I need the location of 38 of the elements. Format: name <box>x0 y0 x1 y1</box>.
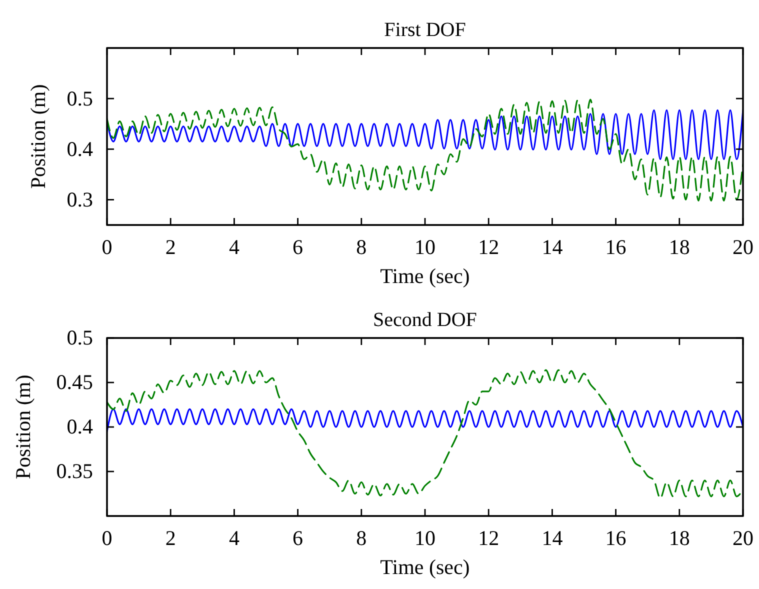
x-tick-label: 10 <box>414 526 436 550</box>
x-tick-label: 6 <box>292 234 304 259</box>
y-axis-title: Position (m) <box>26 84 50 189</box>
y-tick-label: 0.4 <box>66 136 94 161</box>
x-tick-label: 2 <box>165 234 176 259</box>
line-series <box>107 369 743 499</box>
y-tick-label: 0.5 <box>66 86 93 110</box>
x-tick-label: 18 <box>668 234 690 259</box>
y-tick-label: 0.45 <box>56 370 93 394</box>
x-tick-label: 12 <box>478 526 500 550</box>
x-tick-label: 16 <box>605 526 626 550</box>
x-tick-label: 14 <box>542 234 564 259</box>
x-tick-label: 0 <box>102 234 112 259</box>
x-tick-label: 10 <box>414 234 436 259</box>
x-axis-title: Time (sec) <box>380 264 470 288</box>
chart-title: Second DOF <box>373 309 477 331</box>
x-tick-label: 8 <box>356 526 367 550</box>
y-tick-label: 0.35 <box>56 459 93 484</box>
x-tick-label: 12 <box>478 234 500 259</box>
x-tick-label: 18 <box>668 526 690 550</box>
x-tick-label: 20 <box>732 234 754 259</box>
x-tick-label: 8 <box>356 234 367 259</box>
chart-title: First DOF <box>384 19 466 41</box>
line-series <box>107 98 743 202</box>
y-tick-label: 0.4 <box>66 414 94 439</box>
y-tick-label: 0.5 <box>66 326 93 350</box>
x-tick-label: 6 <box>292 526 304 550</box>
y-axis-title: Position (m) <box>11 374 35 480</box>
line-series <box>107 109 743 160</box>
x-tick-label: 14 <box>542 526 564 550</box>
y-tick-label: 0.3 <box>66 187 93 212</box>
x-tick-label: 20 <box>732 526 754 550</box>
x-tick-label: 2 <box>165 526 176 550</box>
x-axis-title: Time (sec) <box>380 555 470 579</box>
x-tick-label: 0 <box>102 526 112 550</box>
x-tick-label: 4 <box>228 526 240 550</box>
x-tick-label: 4 <box>228 234 240 259</box>
x-tick-label: 16 <box>605 234 626 259</box>
